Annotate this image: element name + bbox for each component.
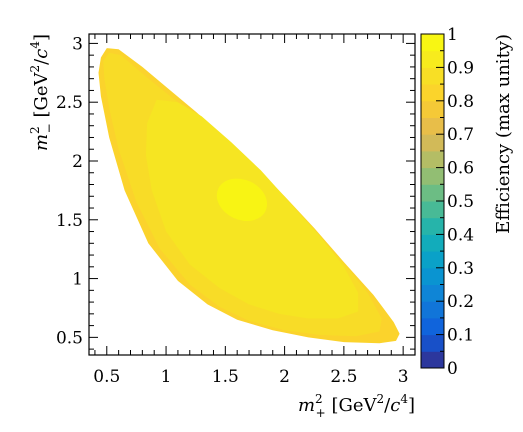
colorbar-band xyxy=(421,184,444,202)
colorbar-band xyxy=(421,34,444,52)
colorbar-tick-label: 0.2 xyxy=(447,292,474,312)
colorbar-band xyxy=(421,84,444,102)
colorbar-band xyxy=(421,284,444,302)
y-tick-label: 1.5 xyxy=(56,211,83,231)
colorbar-ticks: 0 0.1 0.2 0.3 0.4 0.5 0.6 0.7 0.8 0.9 1 xyxy=(436,25,474,379)
colorbar-band xyxy=(421,267,444,285)
colorbar-tick-label: 0.8 xyxy=(447,92,474,112)
colorbar-band xyxy=(421,251,444,269)
y-axis-ticks: 0.5 1 1.5 2 2.5 3 xyxy=(56,34,415,350)
y-tick-label: 2 xyxy=(72,152,83,172)
colorbar-tick-label: 0.7 xyxy=(447,125,474,145)
y-tick-label: 1 xyxy=(72,270,83,290)
colorbar-tick-label: 0.3 xyxy=(447,259,474,279)
colorbar-band xyxy=(421,50,444,68)
x-tick-label: 2.5 xyxy=(330,367,357,387)
x-tick-label: 1 xyxy=(161,367,172,387)
plot-frame xyxy=(88,33,416,356)
colorbar-band xyxy=(421,150,444,169)
colorbar-band xyxy=(421,334,444,352)
colorbar-tick-label: 0.6 xyxy=(447,159,474,179)
x-axis-title: m2 + [GeV2/c4] xyxy=(298,392,415,420)
colorbar-band xyxy=(421,100,444,118)
colorbar-tick-label: 0.5 xyxy=(447,192,474,212)
plot-area: 0.5 1 1.5 2 2.5 3 0.5 1 1.5 2 2.5 3 xyxy=(56,33,416,387)
colorbar-band xyxy=(421,234,444,252)
x-tick-label: 2 xyxy=(279,367,290,387)
colorbar-tick-label: 0 xyxy=(447,359,458,379)
x-axis-ticks: 0.5 1 1.5 2 2.5 3 xyxy=(93,34,409,387)
colorbar-band xyxy=(421,301,444,319)
colorbar-band xyxy=(421,201,444,219)
colorbar-band xyxy=(421,217,444,235)
colorbar-band xyxy=(421,351,444,369)
x-tick-label: 1.5 xyxy=(212,367,239,387)
y-axis-title: m2− [GeV2/c4] xyxy=(28,34,56,151)
y-tick-label: 0.5 xyxy=(56,328,83,348)
colorbar-bands xyxy=(421,34,444,369)
y-tick-label: 2.5 xyxy=(56,93,83,113)
colorbar-band xyxy=(421,67,444,85)
colorbar-tick-label: 0.4 xyxy=(447,225,474,245)
colorbar-tick-label: 1 xyxy=(447,25,458,45)
colorbar-band xyxy=(421,134,444,152)
colorbar-tick-label: 0.9 xyxy=(447,58,474,78)
colorbar-label: Efficiency (max unity) xyxy=(493,34,514,234)
colorbar-tick-label: 0.1 xyxy=(447,326,474,346)
colorbar-band xyxy=(421,167,444,185)
y-tick-label: 3 xyxy=(72,34,83,54)
x-tick-label: 3 xyxy=(398,367,409,387)
colorbar-band xyxy=(421,117,444,135)
efficiency-region-3 xyxy=(216,178,268,221)
efficiency-regions xyxy=(98,48,400,344)
colorbar: 0 0.1 0.2 0.3 0.4 0.5 0.6 0.7 0.8 0.9 1 xyxy=(420,25,474,379)
x-tick-label: 0.5 xyxy=(93,367,120,387)
colorbar-band xyxy=(421,317,444,336)
